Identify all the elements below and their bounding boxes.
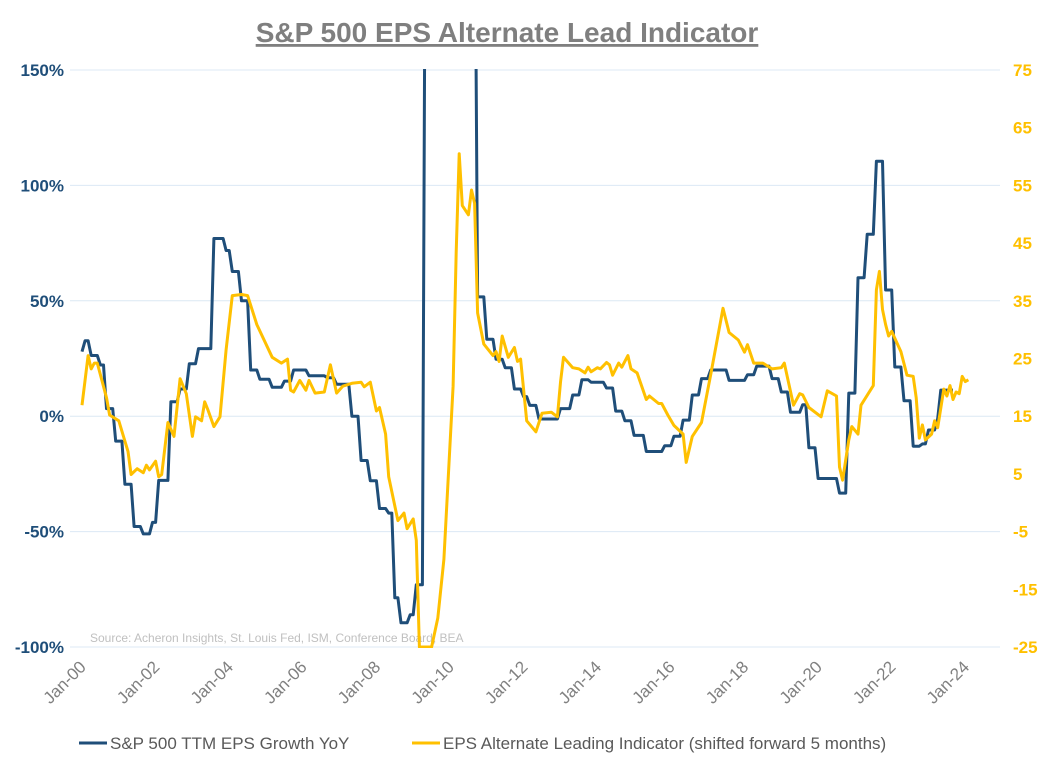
gridlines	[70, 69, 1000, 648]
series-line-eps-growth	[80, 69, 953, 625]
source-note: Source: Acheron Insights, St. Louis Fed,…	[90, 631, 464, 645]
x-axis-tick-label: Jan-06	[260, 657, 310, 707]
left-axis-tick-label: 50%	[30, 292, 64, 311]
x-axis-tick-label: Jan-20	[776, 657, 826, 707]
x-axis-tick-label: Jan-10	[408, 657, 458, 707]
legend-label-leading-indicator: EPS Alternate Leading Indicator (shifted…	[443, 734, 886, 753]
right-axis-tick-label: 55	[1013, 176, 1032, 195]
left-axis-ticks: 150% 100% 50% 0% -50% -100%	[15, 61, 64, 657]
left-axis-tick-label: 150%	[21, 61, 64, 80]
x-axis-tick-label: Jan-24	[923, 657, 973, 707]
left-axis-tick-label: 0%	[39, 407, 64, 426]
x-axis-ticks: Jan-00 Jan-02 Jan-04 Jan-06 Jan-08 Jan-10 Jan-…	[40, 657, 973, 707]
right-axis-tick-label: 15	[1013, 407, 1032, 426]
x-axis-tick-label: Jan-08	[334, 657, 384, 707]
x-axis-tick-label: Jan-02	[113, 657, 163, 707]
right-axis-tick-label: 65	[1013, 119, 1032, 138]
right-axis-tick-label: -25	[1013, 638, 1038, 657]
left-axis-tick-label: 100%	[21, 176, 64, 195]
x-axis-tick-label: Jan-12	[481, 657, 531, 707]
x-axis-tick-label: Jan-14	[555, 657, 605, 707]
x-axis-tick-label: Jan-22	[849, 657, 899, 707]
left-axis-tick-label: -100%	[15, 638, 64, 657]
right-axis-ticks: 75 65 55 45 35 25 15 5 -5 -15 -25	[1013, 61, 1038, 657]
x-axis-tick-label: Jan-16	[628, 657, 678, 707]
right-axis-tick-label: 75	[1013, 61, 1032, 80]
left-axis-tick-label: -50%	[24, 523, 64, 542]
right-axis-tick-label: 5	[1013, 465, 1022, 484]
legend-label-eps-growth: S&P 500 TTM EPS Growth YoY	[110, 734, 349, 753]
legend: S&P 500 TTM EPS Growth YoY EPS Alternate…	[79, 734, 886, 753]
x-axis-tick-label: Jan-04	[187, 657, 237, 707]
series-line-leading-indicator	[80, 152, 970, 648]
x-axis-tick-label: Jan-18	[702, 657, 752, 707]
right-axis-tick-label: 25	[1013, 350, 1032, 369]
chart-title: S&P 500 EPS Alternate Lead Indicator	[256, 17, 759, 48]
right-axis-tick-label: -5	[1013, 523, 1028, 542]
x-axis-tick-label: Jan-00	[40, 657, 90, 707]
right-axis-tick-label: 35	[1013, 292, 1032, 311]
right-axis-tick-label: 45	[1013, 234, 1032, 253]
series-lines	[80, 69, 970, 648]
right-axis-tick-label: -15	[1013, 580, 1038, 599]
